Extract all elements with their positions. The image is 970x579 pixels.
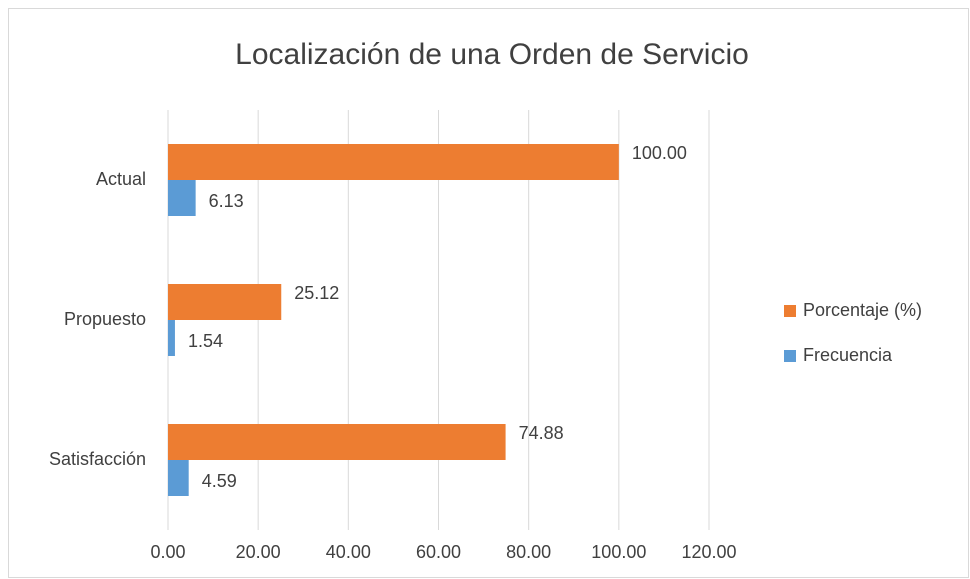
- y-tick-label: Actual: [96, 169, 146, 189]
- data-label: 25.12: [294, 283, 339, 303]
- x-tick-label: 0.00: [150, 542, 185, 562]
- legend-swatch: [784, 305, 796, 317]
- x-tick-label: 20.00: [236, 542, 281, 562]
- x-tick-label: 100.00: [591, 542, 646, 562]
- bar: [168, 424, 506, 460]
- data-label: 74.88: [519, 423, 564, 443]
- bar: [168, 180, 196, 216]
- bar: [168, 144, 619, 180]
- data-label: 100.00: [632, 143, 687, 163]
- chart-border: [8, 8, 969, 578]
- legend-label: Porcentaje (%): [803, 300, 922, 320]
- y-tick-label: Propuesto: [64, 309, 146, 329]
- data-label: 6.13: [209, 191, 244, 211]
- bar: [168, 460, 189, 496]
- x-tick-label: 40.00: [326, 542, 371, 562]
- data-label: 1.54: [188, 331, 223, 351]
- x-tick-label: 60.00: [416, 542, 461, 562]
- chart-title: Localización de una Orden de Servicio: [235, 38, 749, 71]
- y-tick-label: Satisfacción: [49, 449, 146, 469]
- legend-label: Frecuencia: [803, 345, 893, 365]
- x-tick-label: 120.00: [681, 542, 736, 562]
- legend-swatch: [784, 350, 796, 362]
- x-tick-label: 80.00: [506, 542, 551, 562]
- data-label: 4.59: [202, 471, 237, 491]
- bar: [168, 284, 282, 320]
- bar: [168, 320, 175, 356]
